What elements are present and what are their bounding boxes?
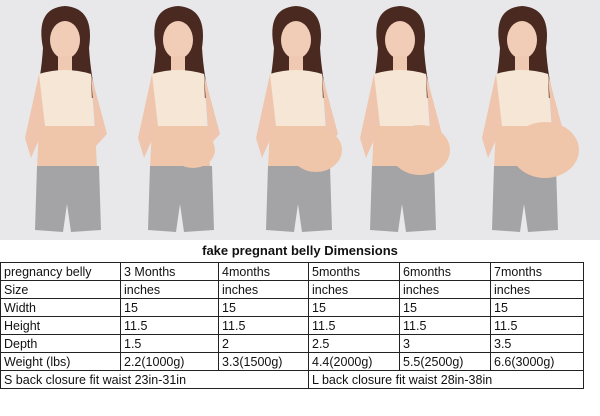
table-row: pregnancy belly 3 Months 4months 5months 6mo… [0, 262, 584, 281]
table-cell: 2 [218, 334, 309, 353]
table-row: Width 15 15 15 15 15 [0, 298, 584, 317]
table-cell: inches [120, 280, 219, 299]
table-cell: inches [399, 280, 491, 299]
table-cell: 5.5(2500g) [399, 352, 491, 371]
row-label: Depth [0, 334, 121, 353]
dimensions-table: pregnancy belly 3 Months 4months 5months 6mo… [0, 262, 584, 389]
table-cell: inches [218, 280, 309, 299]
table-row: Height 11.5 11.5 11.5 11.5 11.5 [0, 316, 584, 335]
table-cell: 2.5 [308, 334, 400, 353]
table-cell: 3 [399, 334, 491, 353]
table-cell: 15 [218, 298, 309, 317]
table-cell: inches [490, 280, 584, 299]
table-cell: 3.3(1500g) [218, 352, 309, 371]
table-row: Size inches inches inches inches inches [0, 280, 584, 299]
table-row: Weight (lbs) 2.2(1000g) 3.3(1500g) 4.4(2000… [0, 352, 584, 371]
table-cell: 1.5 [120, 334, 219, 353]
table-cell: 11.5 [490, 316, 584, 335]
model-photo [0, 0, 600, 240]
table-cell: 6months [399, 262, 491, 281]
table-cell: 3.5 [490, 334, 584, 353]
table-cell: 6.6(3000g) [490, 352, 584, 371]
table-cell: 11.5 [308, 316, 400, 335]
footer-row: S back closure fit waist 23in-31in L back… [0, 370, 584, 389]
table-cell: inches [308, 280, 400, 299]
closure-note: S back closure fit waist 23in-31in [0, 370, 309, 389]
table-cell: 4months [218, 262, 309, 281]
table-cell: 5months [308, 262, 400, 281]
table-cell: 15 [399, 298, 491, 317]
table-cell: 11.5 [218, 316, 309, 335]
table-cell: 11.5 [399, 316, 491, 335]
row-label: pregnancy belly [0, 262, 121, 281]
table-cell: 7months [490, 262, 584, 281]
closure-note: L back closure fit waist 28in-38in [308, 370, 584, 389]
row-label: Height [0, 316, 121, 335]
table-cell: 4.4(2000g) [308, 352, 400, 371]
table-cell: 11.5 [120, 316, 219, 335]
table-cell: 15 [120, 298, 219, 317]
row-label: Size [0, 280, 121, 299]
table-cell: 15 [308, 298, 400, 317]
table-cell: 2.2(1000g) [120, 352, 219, 371]
table-cell: 15 [490, 298, 584, 317]
table-cell: 3 Months [120, 262, 219, 281]
row-label: Weight (lbs) [0, 352, 121, 371]
row-label: Width [0, 298, 121, 317]
table-row: Depth 1.5 2 2.5 3 3.5 [0, 334, 584, 353]
table-title: fake pregnant belly Dimensions [202, 243, 398, 258]
